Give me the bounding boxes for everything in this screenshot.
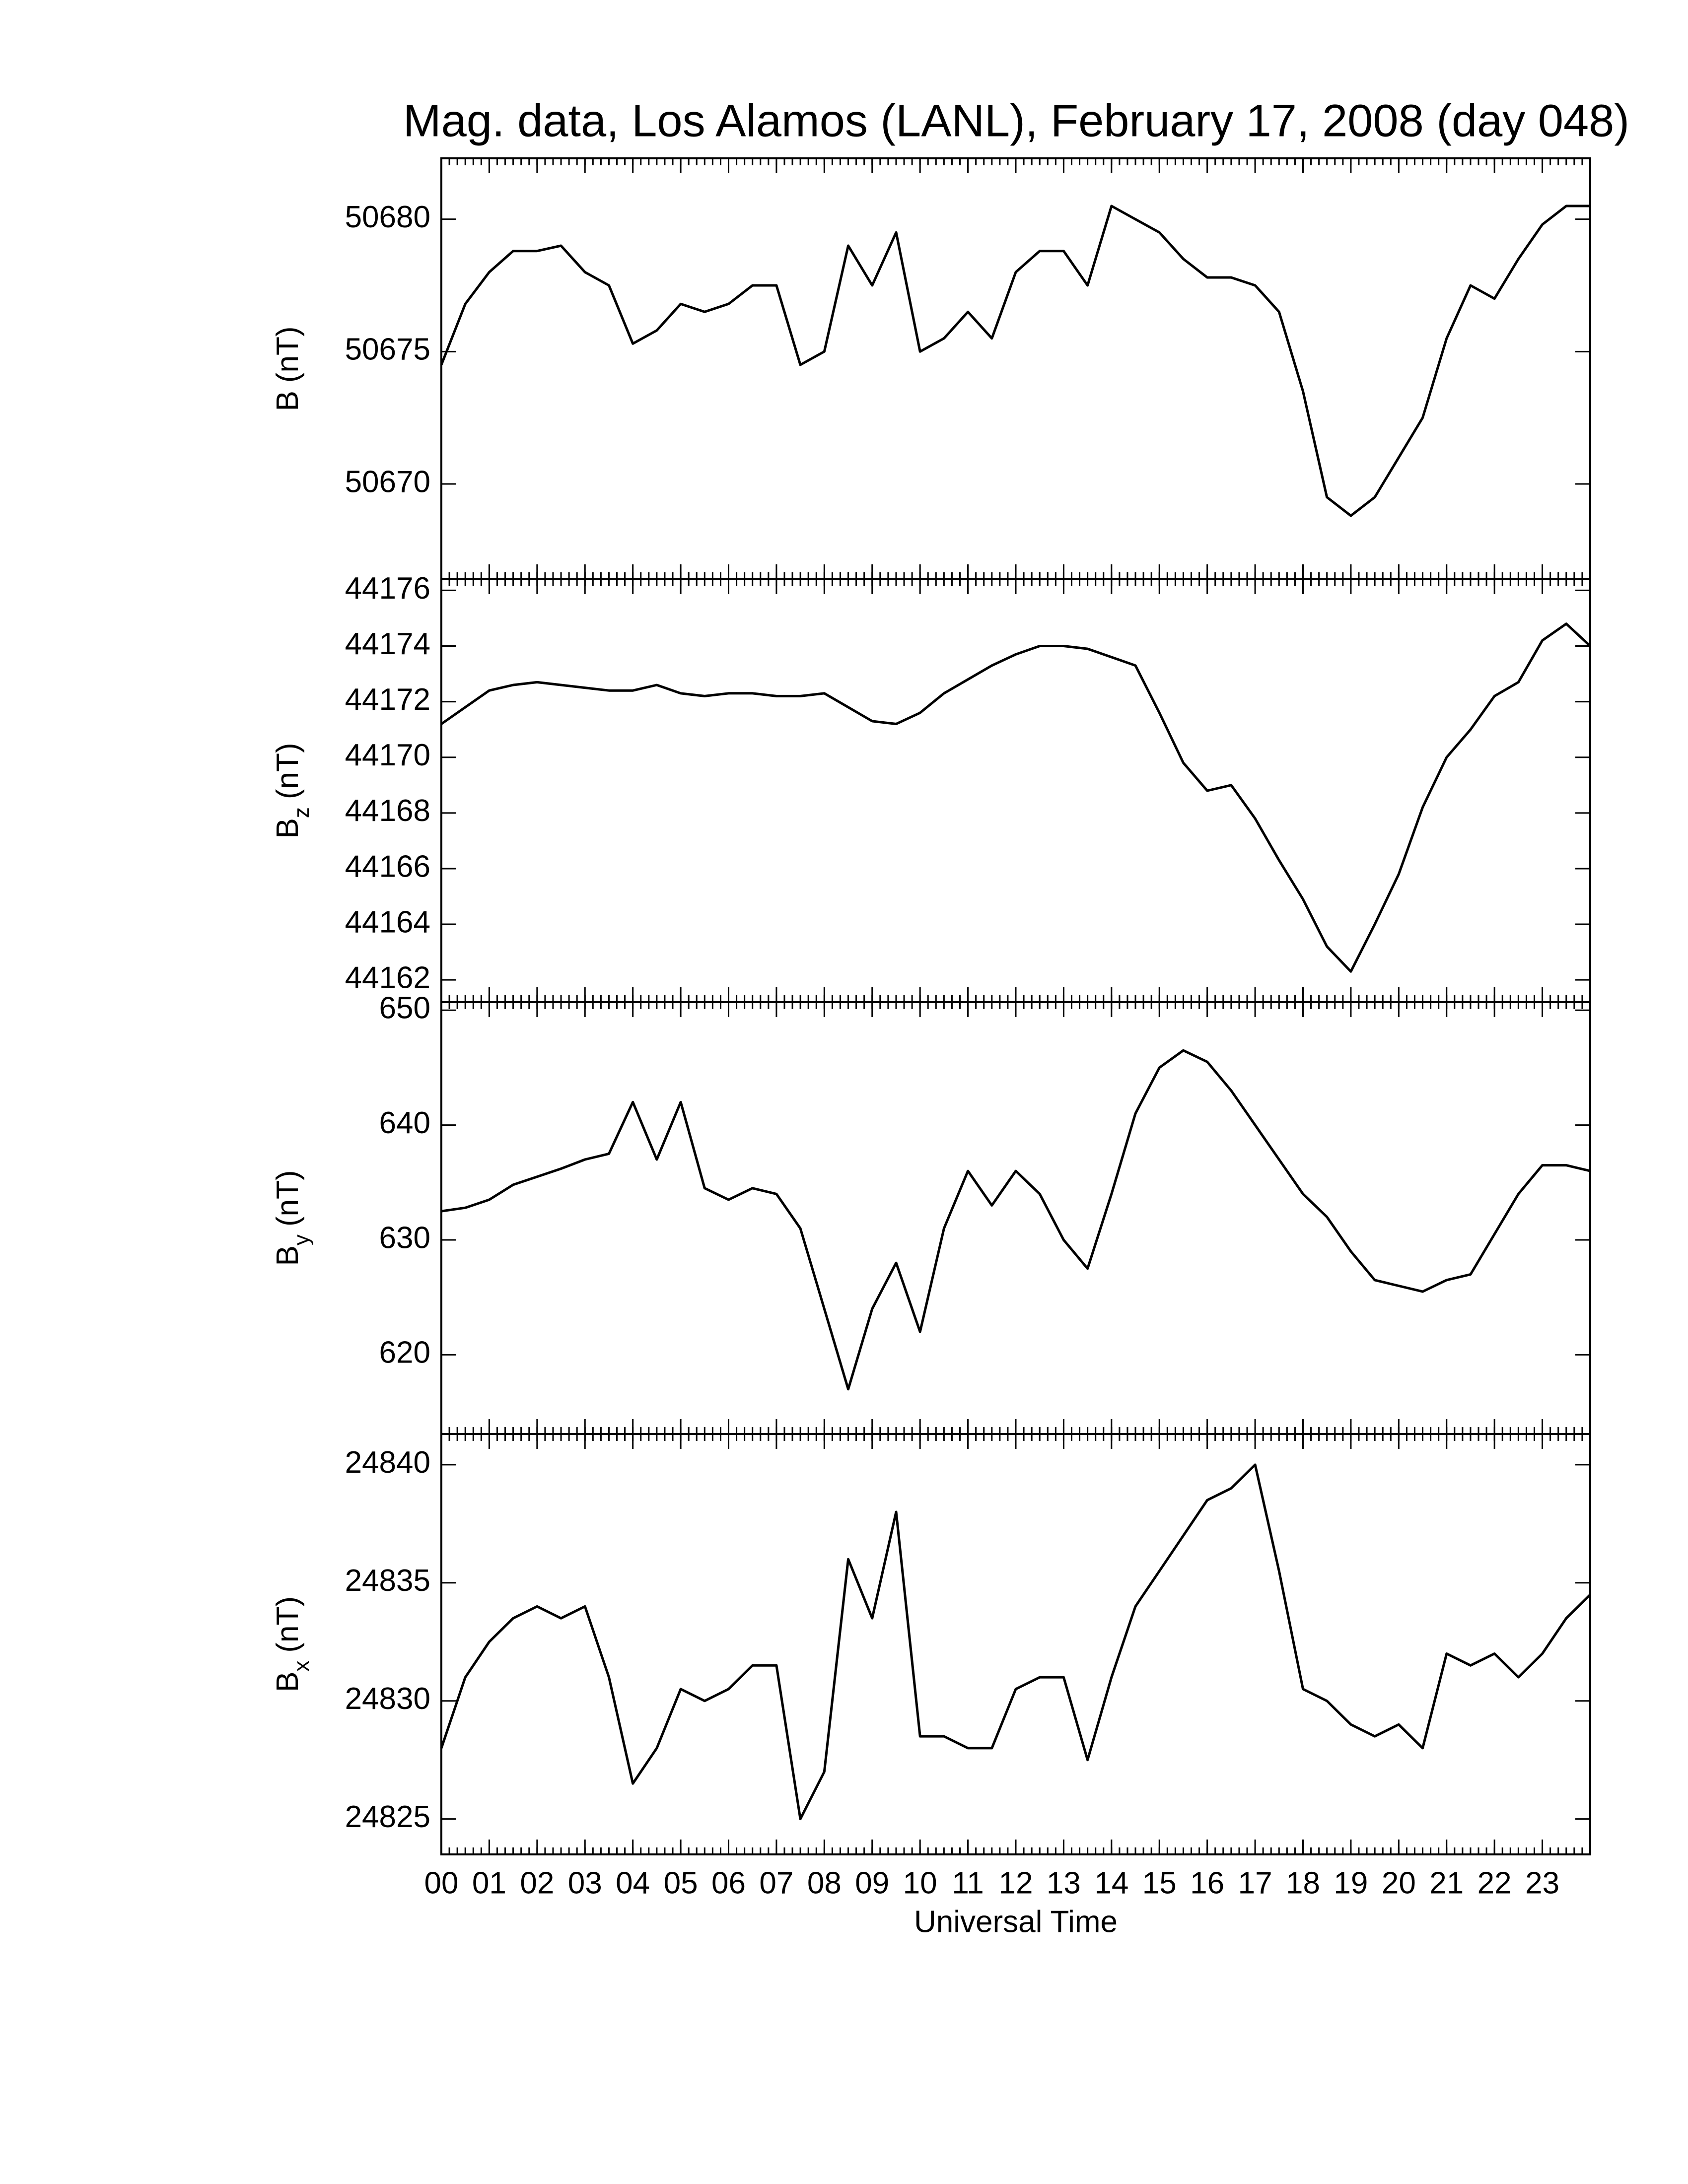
y-tick-label: 24825 [345,1800,430,1834]
plot-frame [440,157,1591,580]
y-axis-label: B (nT) [271,326,305,411]
x-tick-label: 20 [1382,1866,1416,1900]
y-tick-label: 44176 [345,571,430,606]
y-label-units: (nT) [271,1170,305,1227]
y-tick-label: 44162 [345,961,430,995]
y-tick-label: 44164 [345,905,430,939]
x-tick-label: 07 [759,1866,793,1900]
x-tick-label: 13 [1047,1866,1081,1900]
x-tick-label: 23 [1525,1866,1559,1900]
data-line [440,205,1590,517]
x-tick-label: 21 [1429,1866,1464,1900]
x-tick-label: 15 [1142,1866,1177,1900]
x-tick-label: 05 [664,1866,698,1900]
y-tick-label: 44170 [345,738,430,772]
plot-frame [440,578,1591,1003]
y-tick-label: 44172 [345,682,430,717]
y-axis-label: Bx (nT) [271,1596,314,1692]
y-axis-label: Bz (nT) [271,743,314,838]
x-tick-label: 08 [807,1866,842,1900]
y-axis-label: By (nT) [271,1170,314,1266]
y-label-units: (nT) [271,326,305,383]
y-label-units: (nT) [271,1596,305,1653]
x-tick-label: 02 [520,1866,554,1900]
x-tick-label: 00 [424,1866,459,1900]
y-label-units: (nT) [271,743,305,799]
y-tick-label: 640 [379,1106,430,1140]
y-tick-label: 44174 [345,627,430,661]
chart-title: Mag. data, Los Alamos (LANL), February 1… [403,95,1629,146]
x-tick-label: 14 [1094,1866,1128,1900]
y-tick-label: 50675 [345,333,430,367]
x-tick-label: 06 [711,1866,746,1900]
y-label-symbol: B [271,1672,305,1692]
x-axis-label: Universal Time [914,1905,1118,1939]
x-tick-label: 01 [472,1866,506,1900]
plot-frame [440,1001,1591,1435]
x-tick-label: 03 [568,1866,602,1900]
y-tick-label: 50680 [345,200,430,234]
data-line [440,1463,1591,1821]
x-tick-label: 22 [1477,1866,1512,1900]
x-tick-label: 16 [1190,1866,1224,1900]
y-tick-label: 630 [379,1221,430,1255]
y-tick-label: 24835 [345,1564,430,1598]
y-tick-label: 44166 [345,849,430,884]
x-tick-label: 04 [616,1866,650,1900]
y-tick-label: 50670 [345,465,430,499]
y-tick-label: 44168 [345,794,430,828]
x-tick-label: 10 [903,1866,937,1900]
y-tick-label: 620 [379,1336,430,1370]
data-line [440,622,1591,973]
y-label-subscript: y [289,1234,314,1245]
x-tick-label: 18 [1286,1866,1320,1900]
x-tick-label: 11 [952,1866,984,1900]
y-label-symbol: B [271,818,305,838]
y-label-subscript: z [289,807,314,818]
x-tick-label: 09 [855,1866,889,1900]
data-line [441,1049,1591,1391]
y-label-symbol: B [271,391,305,411]
x-tick-label: 19 [1334,1866,1368,1900]
y-label-symbol: B [271,1245,305,1266]
y-tick-label: 24840 [345,1445,430,1480]
y-tick-label: 650 [379,991,430,1025]
plot-frame [440,1433,1591,1855]
x-tick-label: 12 [999,1866,1033,1900]
x-tick-label: 17 [1238,1866,1272,1900]
y-label-subscript: x [289,1661,314,1672]
y-tick-label: 24830 [345,1682,430,1716]
